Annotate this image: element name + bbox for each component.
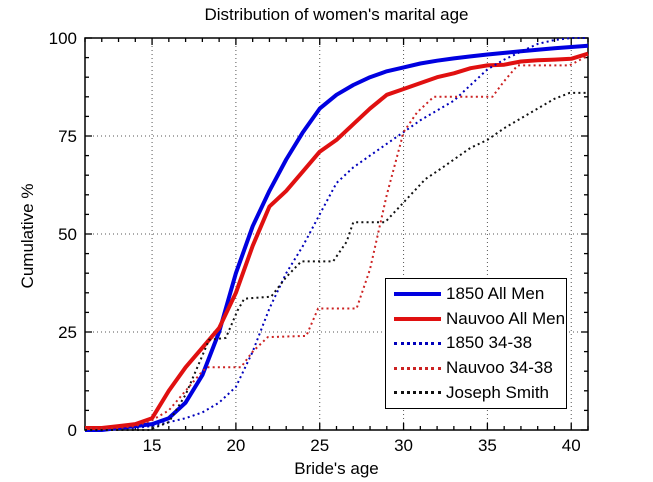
x-tick-label: 30 [394,436,413,455]
x-tick-label: 25 [310,436,329,455]
y-tick-label: 25 [58,323,77,342]
legend-line-sample-1850-all-men [394,292,441,297]
legend-label: Nauvoo All Men [446,308,566,328]
x-tick-label: 35 [478,436,497,455]
legend-line-sample-nauvoo-34-38 [394,366,441,370]
x-tick-label: 15 [143,436,162,455]
legend-line-sample-nauvoo-all-men [394,316,441,321]
legend-item: Nauvoo All Men [394,307,566,331]
x-tick-label: 40 [562,436,581,455]
y-tick-label: 100 [49,29,77,48]
legend-item: 1850 34-38 [394,331,564,355]
legend-label: 1850 All Men [446,284,545,304]
series-1850-all-men [85,43,589,432]
chart-title: Distribution of women's marital age [204,5,469,24]
x-axis-label: Bride's age [294,459,379,478]
y-tick-label: 0 [68,421,77,440]
legend-label: 1850 34-38 [446,333,533,353]
y-tick-label: 50 [58,225,77,244]
series-nauvoo-all-men [85,51,589,430]
legend-label: Joseph Smith [446,382,549,402]
legend-label: Nauvoo 34-38 [446,358,553,378]
legend-item: 1850 All Men [394,282,564,306]
x-tick-label: 20 [226,436,245,455]
legend: 1850 All Men Nauvoo All Men 1850 34-38 N… [385,278,567,409]
y-tick-label: 75 [58,127,77,146]
series-nauvoo-34-38 [85,54,589,429]
legend-line-sample-joseph-smith [394,391,441,395]
legend-item: Joseph Smith [394,381,564,405]
legend-item: Nauvoo 34-38 [394,356,564,380]
series-1850-34-38 [85,37,588,431]
legend-line-sample-1850-34-38 [394,341,441,345]
